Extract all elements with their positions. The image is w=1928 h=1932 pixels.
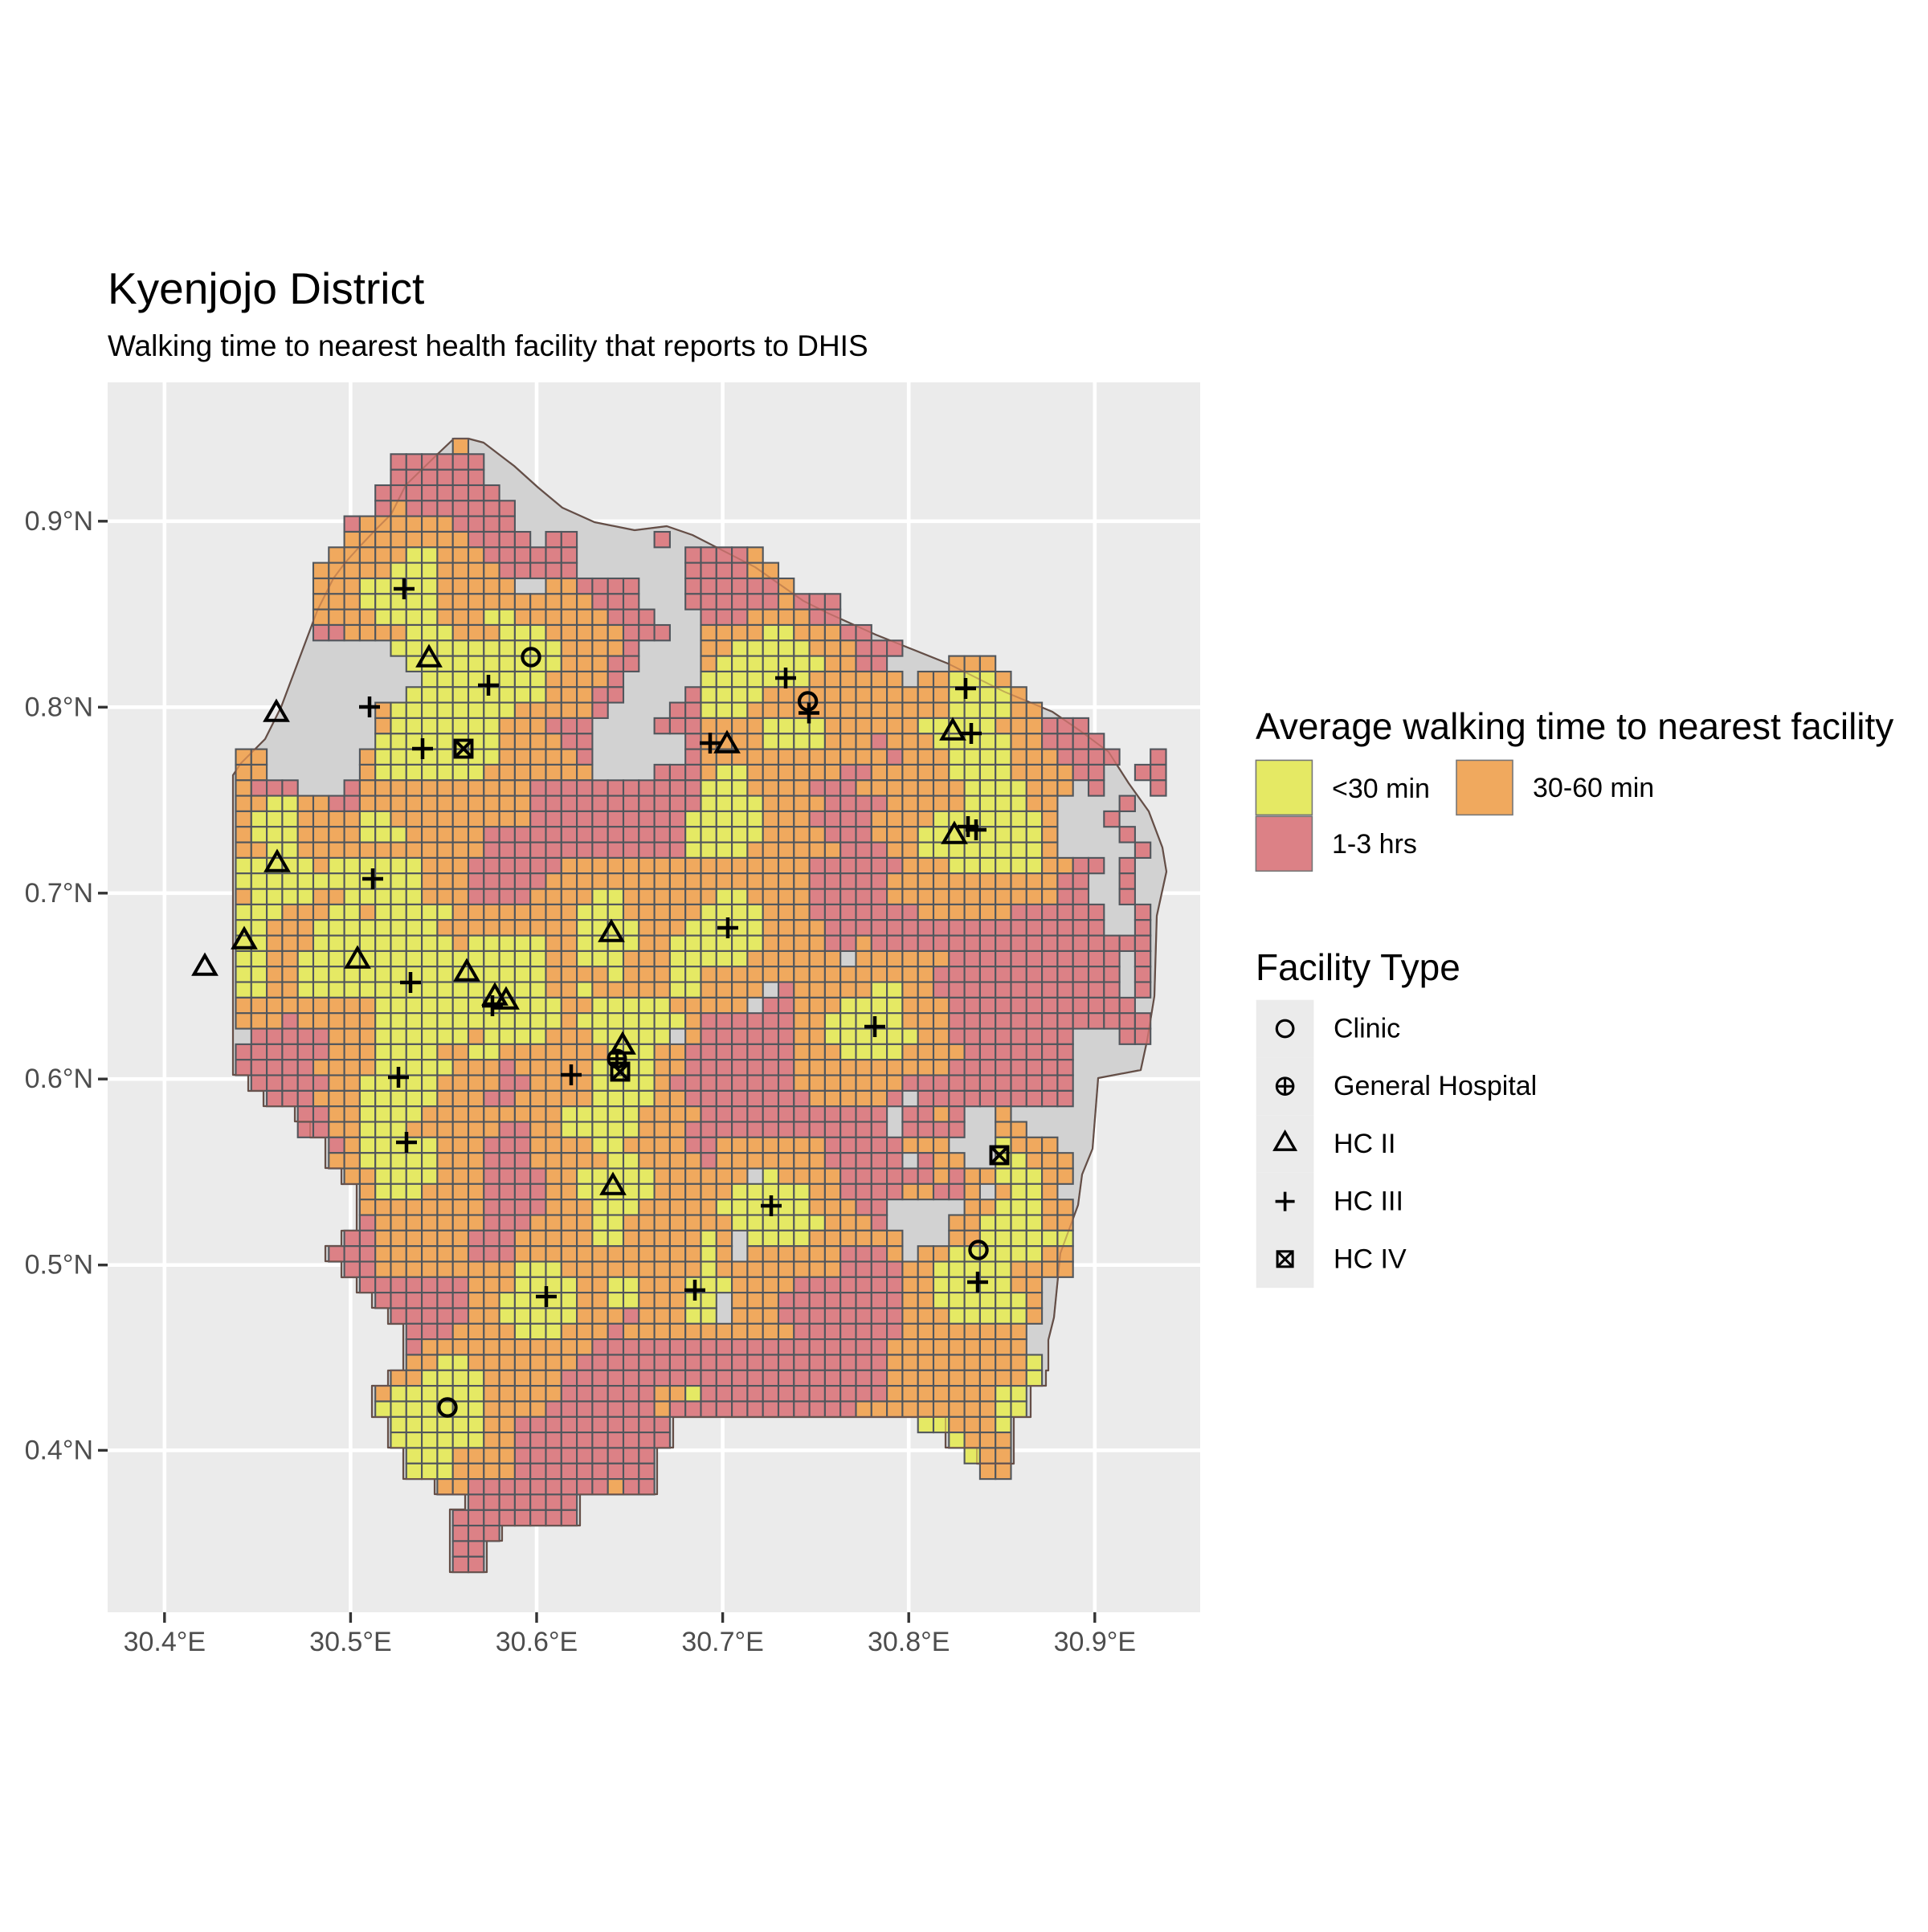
svg-text:0.7°N: 0.7°N [25, 878, 93, 909]
svg-text:0.5°N: 0.5°N [25, 1250, 93, 1281]
svg-text:Facility Type: Facility Type [1256, 946, 1460, 988]
svg-text:30-60 min: 30-60 min [1533, 773, 1654, 803]
svg-text:HC II: HC II [1334, 1129, 1395, 1159]
svg-text:Clinic: Clinic [1334, 1014, 1400, 1044]
svg-text:0.9°N: 0.9°N [25, 506, 93, 537]
svg-text:<30 min: <30 min [1332, 774, 1430, 804]
svg-text:Walking time to nearest health: Walking time to nearest health facility … [108, 329, 868, 362]
svg-text:0.6°N: 0.6°N [25, 1064, 93, 1094]
svg-text:General Hospital: General Hospital [1334, 1071, 1537, 1101]
svg-text:30.8°E: 30.8°E [868, 1627, 950, 1657]
svg-text:30.9°E: 30.9°E [1054, 1627, 1136, 1657]
svg-text:30.5°E: 30.5°E [309, 1627, 391, 1657]
svg-text:HC III: HC III [1334, 1187, 1403, 1217]
svg-text:0.4°N: 0.4°N [25, 1435, 93, 1465]
svg-text:1-3 hrs: 1-3 hrs [1332, 829, 1417, 860]
svg-text:30.4°E: 30.4°E [124, 1627, 206, 1657]
svg-text:0.8°N: 0.8°N [25, 692, 93, 722]
svg-text:HC IV: HC IV [1334, 1244, 1407, 1274]
svg-text:Kyenjojo District: Kyenjojo District [108, 263, 424, 313]
svg-text:30.6°E: 30.6°E [496, 1627, 578, 1657]
svg-text:30.7°E: 30.7°E [681, 1627, 763, 1657]
svg-text:Average walking time to neares: Average walking time to nearest facility [1256, 705, 1893, 747]
